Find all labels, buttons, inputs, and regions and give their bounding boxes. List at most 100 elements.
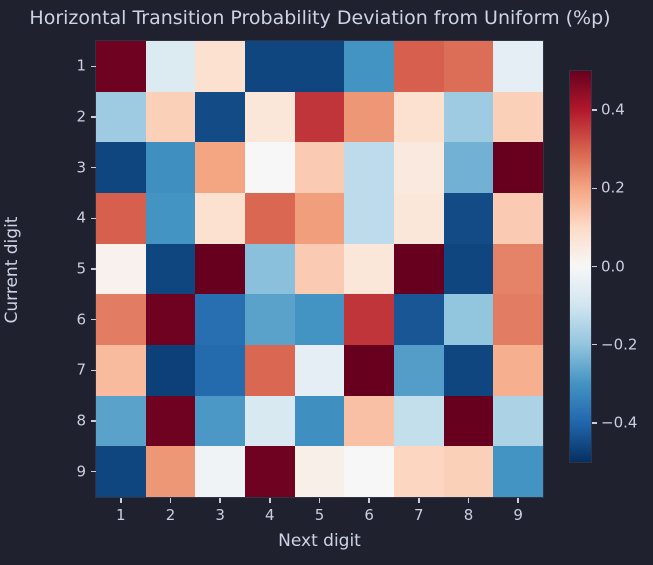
x-tick-label-9: 9 <box>513 506 523 524</box>
y-tick-label-3: 3 <box>76 158 86 177</box>
heatmap-cell-r1c3 <box>195 41 245 92</box>
heatmap-cell-r6c6 <box>344 294 394 345</box>
colorbar <box>569 70 592 463</box>
x-tick-label-8: 8 <box>463 506 474 524</box>
heatmap-cell-r7c4 <box>245 345 295 396</box>
y-tick-mark <box>90 65 96 68</box>
heatmap-cell-r7c1 <box>96 345 146 396</box>
heatmap-cell-r1c2 <box>145 41 196 92</box>
heatmap-cell-r4c8 <box>443 193 494 244</box>
heatmap-cell-r5c7 <box>394 243 444 295</box>
y-tick-mark <box>90 116 96 118</box>
heatmap-cell-r8c3 <box>195 395 245 447</box>
heatmap-cell-r1c9 <box>493 41 543 92</box>
heatmap-cell-r6c2 <box>145 294 196 345</box>
heatmap-cell-r1c8 <box>443 41 494 92</box>
colorbar-tick-label-0.4: 0.4 <box>601 100 625 119</box>
heatmap-cell-r7c5 <box>294 345 345 396</box>
heatmap-cell-r7c2 <box>145 345 196 396</box>
heatmap-plot-area <box>95 40 544 498</box>
x-tick-label-2: 2 <box>165 506 176 524</box>
heatmap-cell-r9c6 <box>344 446 394 497</box>
heatmap-cell-r2c5 <box>294 91 345 143</box>
x-tick-label-3: 3 <box>215 506 225 524</box>
x-tick-mark <box>418 498 420 503</box>
colorbar-tick-label-0.2: 0.2 <box>601 178 625 197</box>
heatmap-cell-r4c9 <box>493 193 543 244</box>
heatmap-cell-r8c9 <box>493 395 543 447</box>
x-tick-mark <box>368 498 370 503</box>
colorbar-tick-label-−0.4: −0.4 <box>601 413 638 432</box>
heatmap-cell-r8c2 <box>145 395 196 447</box>
heatmap-cell-r6c9 <box>493 294 543 345</box>
heatmap-cell-r8c5 <box>294 395 345 447</box>
x-tick-mark <box>318 498 321 503</box>
heatmap-cell-r2c1 <box>96 91 146 143</box>
heatmap-cell-r5c8 <box>443 243 494 295</box>
colorbar-tick-mark <box>591 422 597 424</box>
heatmap-cell-r6c1 <box>96 294 146 345</box>
y-tick-label-5: 5 <box>76 259 86 278</box>
y-tick-label-7: 7 <box>76 360 86 379</box>
heatmap-cell-r6c4 <box>245 294 295 345</box>
y-tick-mark <box>90 166 96 169</box>
x-tick-mark <box>169 498 172 503</box>
heatmap-cell-r2c3 <box>195 91 245 143</box>
x-tick-mark <box>120 498 122 503</box>
colorbar-tick-mark <box>591 187 597 189</box>
heatmap-cell-r7c7 <box>394 345 444 396</box>
heatmap-cell-r2c6 <box>344 91 394 143</box>
heatmap-cell-r8c6 <box>344 395 394 447</box>
heatmap-cell-r7c3 <box>195 345 245 396</box>
y-tick-mark <box>90 420 96 422</box>
heatmap-cell-r4c6 <box>344 193 394 244</box>
heatmap-cell-r3c3 <box>195 142 245 193</box>
heatmap-cell-r1c4 <box>245 41 295 92</box>
heatmap-cell-r9c4 <box>245 446 295 497</box>
heatmap-cell-r6c3 <box>195 294 245 345</box>
heatmap-cell-r6c5 <box>294 294 345 345</box>
heatmap-cell-r4c7 <box>394 193 444 244</box>
heatmap-cell-r3c7 <box>394 142 444 193</box>
heatmap-cell-r2c4 <box>245 91 295 143</box>
colorbar-tick-label-0.0: 0.0 <box>601 257 625 275</box>
heatmap-cell-r9c8 <box>443 446 494 497</box>
colorbar-tick-mark <box>591 109 597 111</box>
heatmap-cell-r5c2 <box>145 243 196 295</box>
y-tick-label-4: 4 <box>76 208 86 227</box>
y-tick-label-9: 9 <box>76 462 86 481</box>
y-tick-mark <box>90 268 96 270</box>
y-tick-label-1: 1 <box>76 56 86 75</box>
colorbar-tick-label-−0.2: −0.2 <box>601 335 638 354</box>
heatmap-cell-r2c2 <box>145 91 196 143</box>
heatmap-cell-r9c7 <box>394 446 444 497</box>
heatmap-cell-r2c8 <box>443 91 494 143</box>
heatmap-cell-r9c5 <box>294 446 345 497</box>
heatmap-cell-r3c1 <box>96 142 146 193</box>
y-tick-label-8: 8 <box>76 411 86 430</box>
heatmap-cell-r1c7 <box>394 41 444 92</box>
heatmap-cell-r1c1 <box>96 41 146 92</box>
x-tick-mark <box>467 498 470 503</box>
heatmap-cell-r3c4 <box>245 142 295 193</box>
heatmap-cell-r5c1 <box>96 243 146 295</box>
chart-title: Horizontal Transition Probability Deviat… <box>29 7 611 29</box>
y-tick-mark <box>90 470 96 473</box>
heatmap-cell-r9c1 <box>96 446 146 497</box>
heatmap-cell-r7c8 <box>443 345 494 396</box>
x-tick-mark <box>269 498 271 503</box>
y-tick-mark <box>90 369 96 372</box>
x-axis-label: Next digit <box>278 531 361 551</box>
heatmap-cell-r8c8 <box>443 395 494 447</box>
colorbar-tick-mark <box>591 265 597 268</box>
heatmap-cell-r4c2 <box>145 193 196 244</box>
heatmap-cell-r5c5 <box>294 243 345 295</box>
heatmap-cell-r2c9 <box>493 91 543 143</box>
heatmap-cell-r4c3 <box>195 193 245 244</box>
x-tick-label-5: 5 <box>314 506 325 524</box>
heatmap-cell-r3c9 <box>493 142 543 193</box>
heatmap-cell-r5c6 <box>344 243 394 295</box>
heatmap-cell-r7c6 <box>344 345 394 396</box>
x-tick-label-4: 4 <box>265 506 275 524</box>
